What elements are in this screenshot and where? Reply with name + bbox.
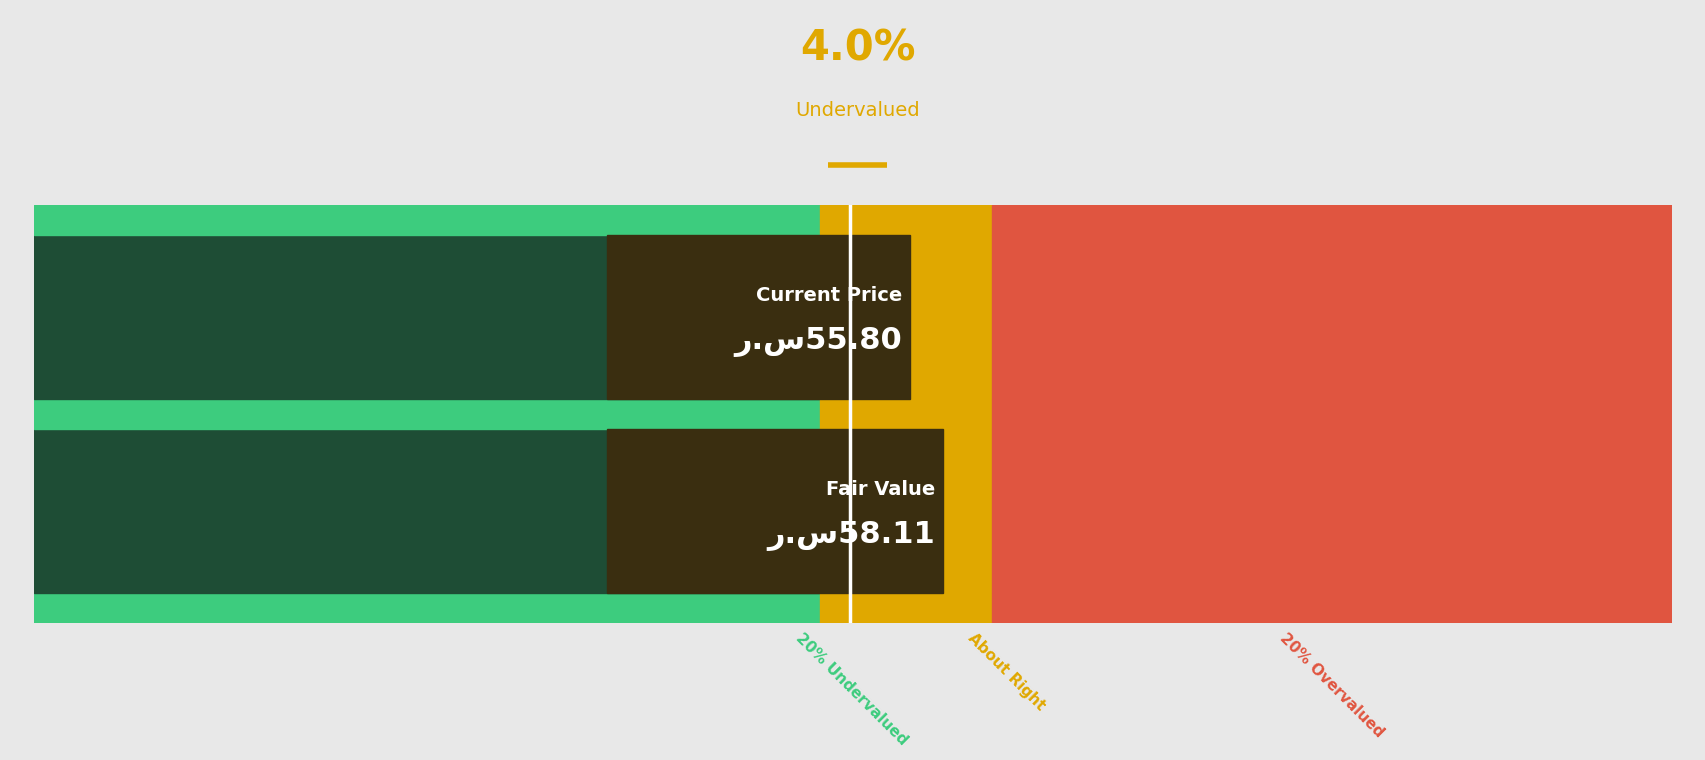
Bar: [820, 429, 992, 593]
Bar: [820, 399, 992, 429]
Text: 20% Overvalued: 20% Overvalued: [1275, 630, 1386, 739]
Bar: [992, 593, 1671, 623]
Bar: [820, 593, 992, 623]
Text: Current Price: Current Price: [755, 287, 902, 306]
Bar: [34, 236, 820, 399]
Bar: [992, 399, 1671, 429]
Text: 4.0%: 4.0%: [800, 27, 916, 69]
Text: ر.س58.11: ر.س58.11: [767, 521, 934, 551]
Bar: [34, 593, 820, 623]
Bar: [992, 429, 1671, 593]
Text: ر.س55.80: ر.س55.80: [733, 327, 902, 356]
Bar: [607, 236, 910, 399]
Bar: [820, 236, 992, 399]
Text: 20% Undervalued: 20% Undervalued: [793, 630, 910, 748]
Bar: [34, 205, 820, 236]
Bar: [992, 205, 1671, 236]
Bar: [34, 399, 820, 429]
Text: Fair Value: Fair Value: [825, 480, 934, 499]
Text: About Right: About Right: [965, 630, 1047, 713]
Bar: [820, 205, 992, 236]
Bar: [992, 236, 1671, 399]
Text: Undervalued: Undervalued: [795, 100, 919, 119]
Bar: [607, 429, 943, 593]
Bar: [34, 429, 820, 593]
